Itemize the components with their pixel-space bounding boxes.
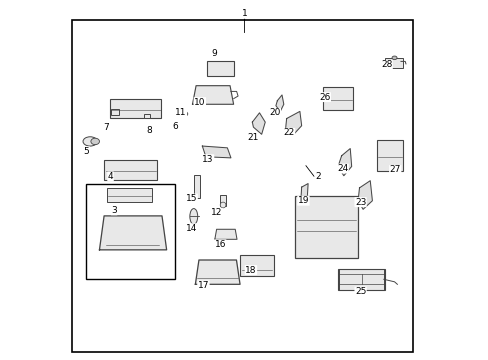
- Text: 28: 28: [380, 60, 391, 69]
- Text: 9: 9: [211, 49, 217, 58]
- Ellipse shape: [83, 137, 97, 146]
- Polygon shape: [202, 146, 230, 158]
- Polygon shape: [195, 260, 240, 284]
- Text: 14: 14: [185, 224, 197, 233]
- Bar: [377, 140, 402, 171]
- Bar: [111, 109, 119, 115]
- Polygon shape: [337, 149, 351, 176]
- Polygon shape: [357, 181, 372, 209]
- Text: 4: 4: [107, 172, 113, 181]
- Polygon shape: [300, 184, 307, 200]
- Text: 3: 3: [111, 206, 117, 215]
- Polygon shape: [214, 229, 237, 239]
- Text: 12: 12: [210, 208, 222, 217]
- Text: 20: 20: [268, 108, 280, 117]
- Text: 18: 18: [244, 266, 256, 275]
- Text: 23: 23: [354, 198, 366, 207]
- Text: 25: 25: [354, 287, 366, 296]
- Polygon shape: [285, 111, 301, 135]
- Text: 2: 2: [314, 172, 320, 181]
- Text: 6: 6: [172, 122, 177, 131]
- Text: 13: 13: [202, 155, 213, 164]
- Text: 5: 5: [83, 147, 89, 156]
- Polygon shape: [275, 95, 283, 111]
- Ellipse shape: [180, 111, 187, 116]
- Bar: [220, 195, 226, 206]
- Bar: [144, 113, 150, 118]
- Text: 16: 16: [214, 240, 225, 249]
- Polygon shape: [192, 86, 233, 104]
- Bar: [194, 175, 200, 198]
- Text: 22: 22: [283, 129, 294, 138]
- Bar: [85, 184, 175, 279]
- Text: 19: 19: [297, 196, 308, 205]
- Bar: [338, 269, 384, 290]
- Text: 21: 21: [247, 133, 259, 142]
- Bar: [206, 61, 233, 76]
- Text: 15: 15: [185, 194, 197, 203]
- Bar: [240, 255, 273, 276]
- Bar: [109, 99, 161, 118]
- Text: 1: 1: [241, 9, 247, 18]
- Text: 26: 26: [319, 93, 330, 102]
- Bar: [322, 87, 352, 110]
- Text: 11: 11: [175, 108, 186, 117]
- Ellipse shape: [189, 208, 197, 224]
- Polygon shape: [252, 113, 264, 134]
- Polygon shape: [99, 216, 166, 250]
- Ellipse shape: [181, 112, 186, 116]
- Text: 7: 7: [103, 123, 108, 132]
- Text: 27: 27: [389, 166, 400, 175]
- Bar: [106, 188, 152, 202]
- Text: 10: 10: [194, 98, 205, 107]
- Ellipse shape: [391, 56, 396, 60]
- Text: 24: 24: [336, 164, 347, 173]
- Text: 17: 17: [197, 281, 209, 290]
- Text: 8: 8: [145, 126, 151, 135]
- Bar: [295, 196, 357, 258]
- Ellipse shape: [220, 202, 225, 208]
- Ellipse shape: [91, 138, 99, 145]
- Bar: [104, 159, 157, 180]
- Bar: [384, 58, 402, 68]
